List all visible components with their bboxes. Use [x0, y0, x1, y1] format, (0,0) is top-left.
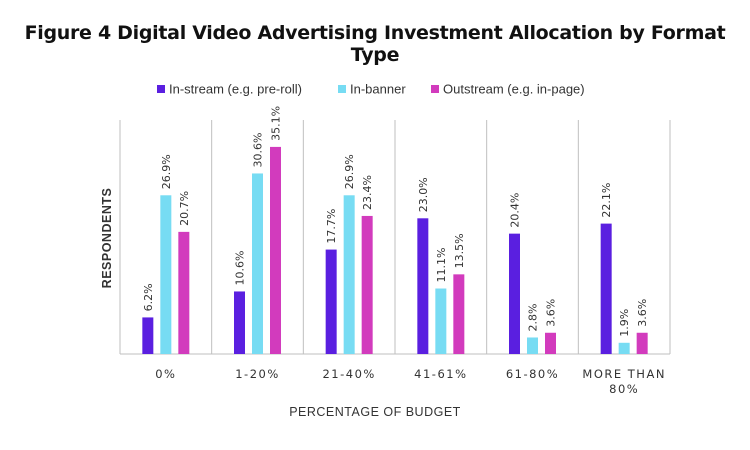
- data-label: 6.2%: [142, 283, 155, 311]
- data-label: 35.1%: [270, 106, 283, 141]
- x-tick-label: 80%: [609, 382, 639, 396]
- y-axis-title: RESPONDENTS: [100, 188, 114, 289]
- legend-swatch: [338, 85, 346, 93]
- x-axis-title: PERCENTAGE OF BUDGET: [289, 405, 461, 419]
- data-label: 1.9%: [618, 309, 631, 337]
- data-label: 10.6%: [234, 251, 247, 286]
- legend-label: In-stream (e.g. pre-roll): [169, 82, 302, 97]
- x-tick-label: 61-80%: [506, 367, 559, 381]
- bar: [234, 291, 245, 354]
- data-label: 17.7%: [325, 209, 338, 244]
- data-label: 26.9%: [160, 154, 173, 189]
- data-label: 3.6%: [545, 299, 558, 327]
- legend-label: In-banner: [350, 82, 406, 97]
- data-label: 23.0%: [417, 177, 430, 212]
- bar: [435, 288, 447, 354]
- bar: [545, 332, 556, 354]
- bar: [509, 233, 520, 354]
- bar: [343, 195, 355, 354]
- data-label: 20.4%: [509, 193, 522, 228]
- chart-title: Figure 4 Digital Video Advertising Inves…: [24, 22, 726, 66]
- data-label: 22.1%: [600, 183, 613, 218]
- data-label: 13.5%: [453, 233, 466, 268]
- bar: [527, 337, 538, 354]
- bar: [325, 249, 337, 354]
- legend-label: Outstream (e.g. in-page): [443, 82, 585, 97]
- data-label: 23.4%: [361, 175, 374, 210]
- data-label: 3.6%: [636, 299, 649, 327]
- bar: [160, 195, 172, 354]
- data-label: 26.9%: [343, 154, 356, 189]
- bar: [270, 146, 281, 354]
- bar: [142, 317, 154, 354]
- bar: [453, 274, 465, 354]
- data-label: 11.1%: [435, 248, 448, 283]
- x-tick-label: 0%: [155, 367, 176, 381]
- bar: [636, 332, 648, 354]
- x-tick-label: 21-40%: [322, 367, 375, 381]
- x-tick-label: 1-20%: [235, 367, 280, 381]
- x-tick-label: MORE THAN: [582, 367, 666, 381]
- bar: [417, 218, 429, 354]
- bar: [252, 173, 263, 354]
- bar: [618, 342, 630, 354]
- bar: [178, 231, 190, 354]
- data-label: 2.8%: [527, 304, 540, 332]
- data-label: 30.6%: [252, 133, 265, 168]
- legend-swatch: [157, 85, 165, 93]
- bar: [600, 223, 612, 354]
- data-label: 20.7%: [178, 191, 191, 226]
- x-tick-label: 41-61%: [414, 367, 467, 381]
- legend-swatch: [431, 85, 439, 93]
- bar: [361, 215, 373, 354]
